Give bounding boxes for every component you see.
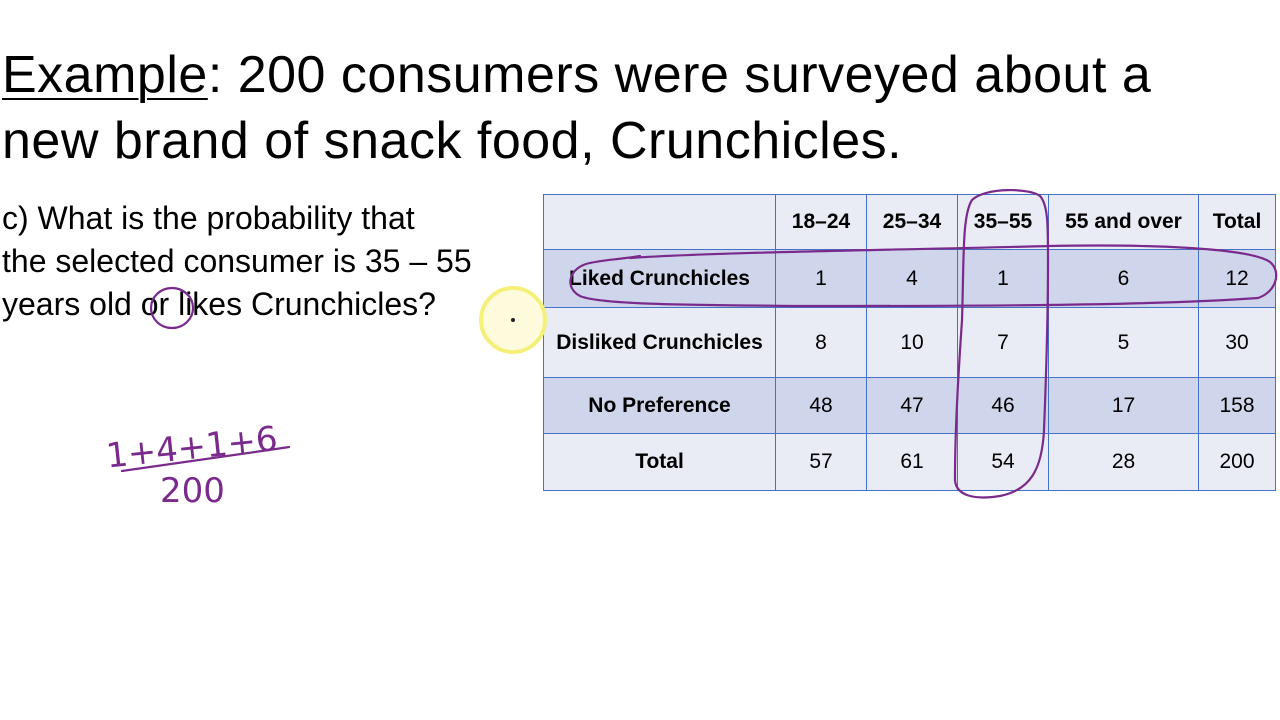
question-text: c) What is the probability that the sele… — [2, 197, 537, 326]
table-cell: 30 — [1198, 307, 1276, 378]
table-cell: 12 — [1198, 249, 1276, 308]
question-line-3-post: likes Crunchicles? — [169, 286, 436, 322]
question-or-word: or — [140, 286, 170, 322]
two-way-table: 18–24 25–34 35–55 55 and over Total Like… — [543, 194, 1276, 491]
table-cell: 28 — [1048, 433, 1199, 491]
table-cell: 1 — [775, 249, 867, 308]
table-row: Liked Crunchicles 1 4 1 6 12 — [543, 249, 1276, 308]
row-label: No Preference — [543, 377, 776, 434]
header-cell: 18–24 — [775, 194, 867, 250]
table-cell: 4 — [866, 249, 958, 308]
table-row: No Preference 48 47 46 17 158 — [543, 377, 1276, 434]
header-cell: 55 and over — [1048, 194, 1199, 250]
table-cell: 7 — [957, 307, 1049, 378]
row-label: Liked Crunchicles — [543, 249, 776, 308]
table-cell: 48 — [775, 377, 867, 434]
table-cell: 5 — [1048, 307, 1199, 378]
table-cell: 46 — [957, 377, 1049, 434]
table-header-row: 18–24 25–34 35–55 55 and over Total — [543, 194, 1276, 250]
table-cell: 8 — [775, 307, 867, 378]
table-cell: 1 — [957, 249, 1049, 308]
table-cell: 47 — [866, 377, 958, 434]
handwritten-denominator: 200 — [160, 471, 225, 511]
title-keyword: Example — [2, 46, 208, 104]
question-line-3-pre: years old — [2, 286, 141, 322]
table-cell: 17 — [1048, 377, 1199, 434]
header-cell: 25–34 — [866, 194, 958, 250]
fraction-bar-ink — [120, 445, 291, 473]
row-label: Total — [543, 433, 776, 491]
handwritten-numerator: 1+4+1+6 — [104, 419, 279, 477]
header-cell: Total — [1198, 194, 1276, 250]
title-line-1: : 200 consumers were surveyed about a — [207, 46, 1152, 104]
table-cell: 6 — [1048, 249, 1199, 308]
question-part: c) — [2, 200, 29, 236]
table-cell: 200 — [1198, 433, 1276, 491]
header-cell — [543, 194, 776, 250]
slide-title: Example: 200 consumers were surveyed abo… — [2, 42, 1272, 174]
table-row: Total 57 61 54 28 200 — [543, 433, 1276, 491]
row-label: Disliked Crunchicles — [543, 307, 776, 378]
table-cell: 54 — [957, 433, 1049, 491]
table-cell: 61 — [866, 433, 958, 491]
question-line-2: the selected consumer is 35 – 55 — [2, 243, 472, 279]
table-cell: 10 — [866, 307, 958, 378]
title-line-2: new brand of snack food, Crunchicles. — [2, 112, 903, 170]
table-cell: 57 — [775, 433, 867, 491]
table-row: Disliked Crunchicles 8 10 7 5 30 — [543, 307, 1276, 378]
header-cell: 35–55 — [957, 194, 1049, 250]
table-cell: 158 — [1198, 377, 1276, 434]
question-line-1: What is the probability that — [28, 200, 415, 236]
